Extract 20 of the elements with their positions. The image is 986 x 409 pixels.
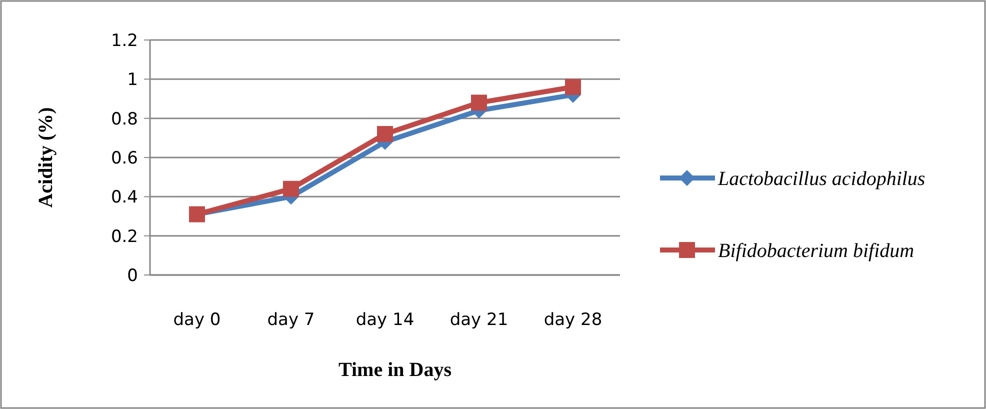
point [471,94,487,111]
point [565,79,581,95]
y-tick-label: 0.8 [110,109,138,130]
y-axis-title: Acidity (%) [35,107,57,208]
x-axis-title: Time in Days [338,359,452,381]
y-tick-label: 0.6 [110,148,138,168]
point [283,180,299,197]
y-tick-label: 0 [127,266,138,286]
y-tick-label: 1 [127,70,138,90]
legend-label: Lactobacillus acidophilus [717,168,926,190]
legend-label: Bifidobacterium bifidum [718,240,914,262]
y-tick-label: 0.4 [110,188,138,208]
x-tick-label: day 7 [267,310,315,330]
point [377,126,393,142]
y-tick-label: 1.2 [110,30,138,51]
x-tick-label: day 14 [356,310,414,330]
x-tick-label: day 28 [544,310,602,330]
y-tick-label: 0.2 [110,226,138,247]
x-tick-label: day 21 [450,310,508,330]
x-tick-label: day 0 [173,310,221,330]
